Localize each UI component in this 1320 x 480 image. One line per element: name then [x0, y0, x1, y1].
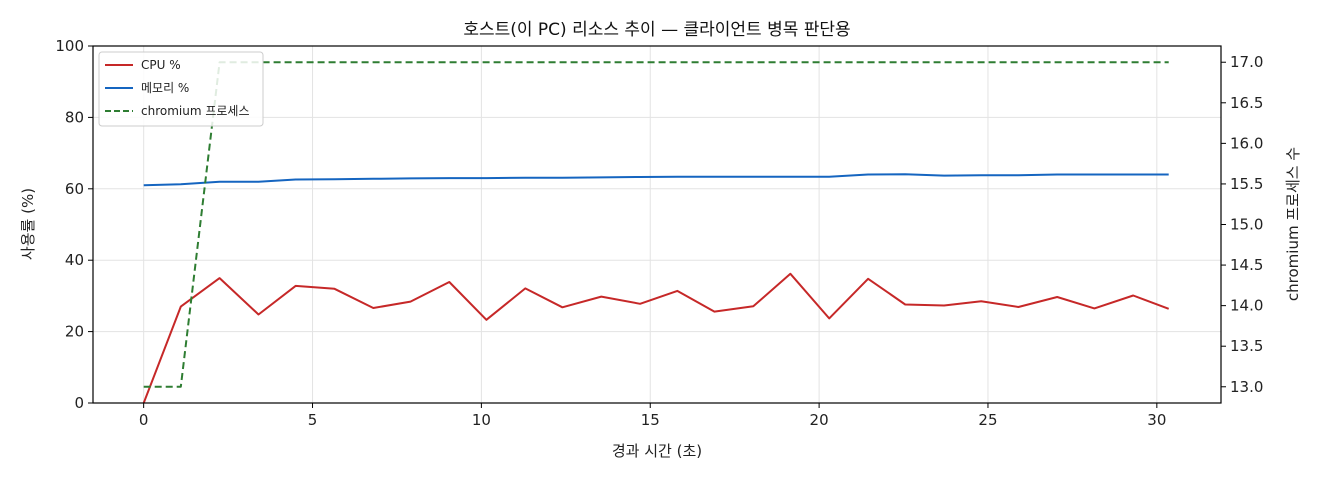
- y-tick-label: 20: [65, 323, 84, 341]
- series-line-cpu: [142, 272, 1170, 404]
- legend-box: [98, 51, 264, 127]
- legend-label-cpu: CPU %: [141, 58, 181, 72]
- x-tick-label: 0: [139, 411, 149, 429]
- legend: CPU % 메모리 % chromium 프로세스: [98, 51, 264, 127]
- y2-tick-label: 13.0: [1230, 378, 1263, 396]
- x-tick-label: 30: [1147, 411, 1166, 429]
- y-axis-title: 사용률 (%): [19, 188, 37, 260]
- series-line-chromium: [143, 61, 1169, 388]
- y-tick-label: 0: [74, 394, 84, 412]
- y2-axis-title: chromium 프로세스 수: [1284, 147, 1302, 301]
- y2-tick-label: 15.5: [1230, 175, 1263, 193]
- y2-tick-label: 15.0: [1230, 216, 1263, 234]
- legend-label-memory: 메모리 %: [141, 81, 189, 95]
- y2-tick-label: 16.0: [1230, 134, 1263, 152]
- x-tick-label: 15: [641, 411, 660, 429]
- series-line-memory: [143, 173, 1169, 187]
- series-layer: [142, 61, 1170, 404]
- x-tick-label: 25: [978, 411, 997, 429]
- y2-tick-label: 16.5: [1230, 94, 1263, 112]
- legend-label-chromium: chromium 프로세스: [141, 104, 250, 118]
- y2-tick-label: 17.0: [1230, 53, 1263, 71]
- y2-tick-label: 14.0: [1230, 297, 1263, 315]
- y-tick-label: 40: [65, 251, 84, 269]
- chart-title: 호스트(이 PC) 리소스 추이 — 클라이언트 병목 판단용: [463, 20, 850, 40]
- x-axis-title: 경과 시간 (초): [612, 442, 702, 460]
- y2-tick-label: 13.5: [1230, 337, 1263, 355]
- x-tick-label: 10: [472, 411, 491, 429]
- y-tick-label: 60: [65, 180, 84, 198]
- x-tick-label: 5: [308, 411, 318, 429]
- y-tick-label: 100: [55, 37, 84, 55]
- y2-tick-label: 14.5: [1230, 256, 1263, 274]
- y-tick-label: 80: [65, 108, 84, 126]
- x-tick-label: 20: [810, 411, 829, 429]
- axis-layer: 0 5 10 15 20 25 30 0 20 40 60 80 100 13.0 13.5 14.0 14.5…: [55, 37, 1263, 429]
